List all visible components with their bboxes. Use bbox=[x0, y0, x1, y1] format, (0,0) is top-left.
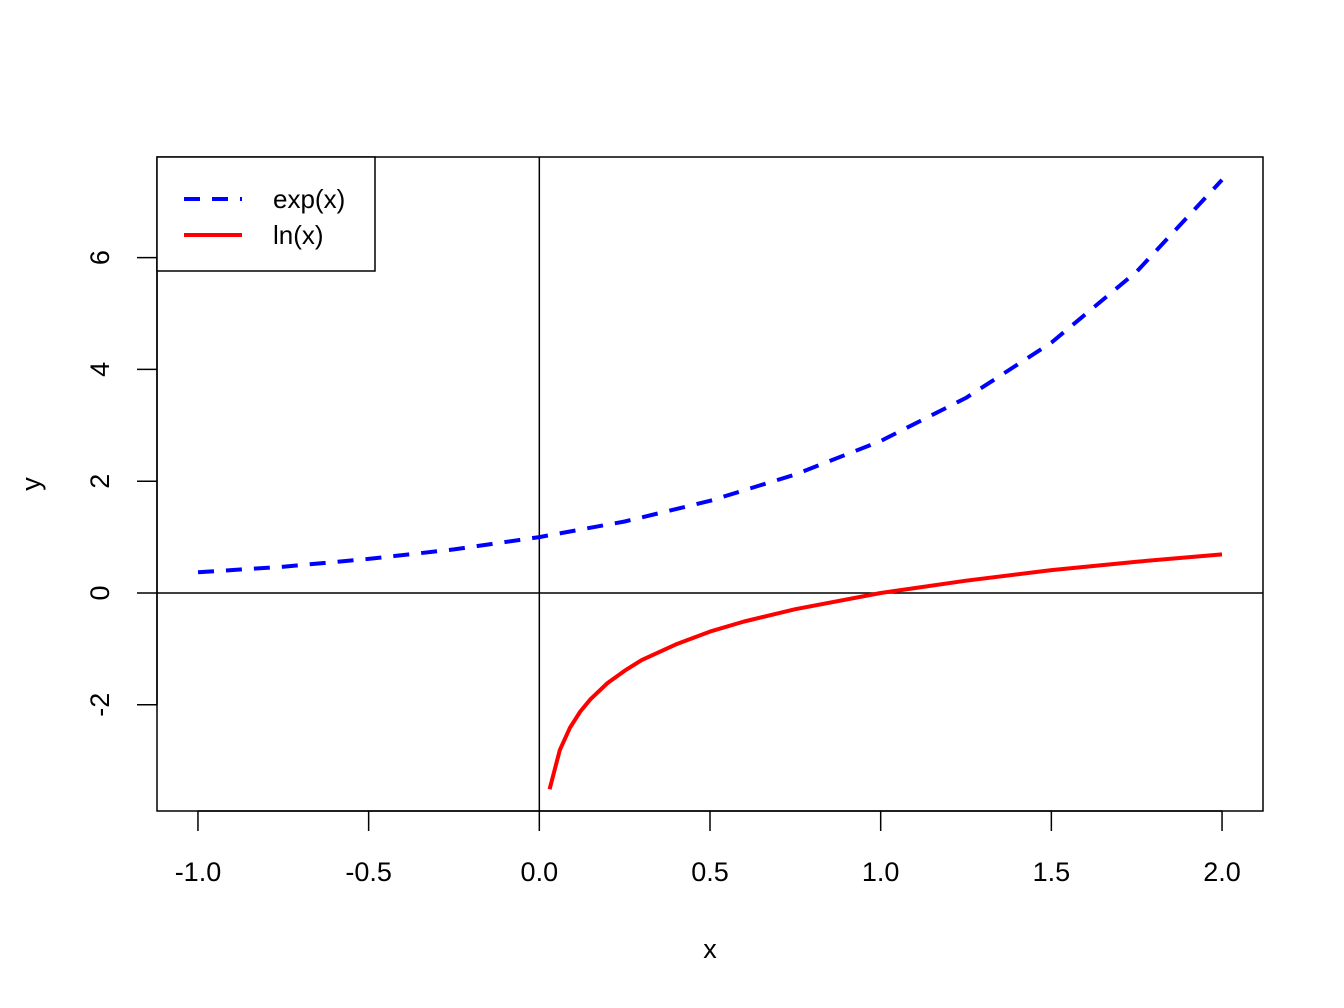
y-tick-label: 2 bbox=[85, 474, 115, 489]
x-tick-label: 0.5 bbox=[691, 857, 729, 887]
y-tick-label: 6 bbox=[85, 250, 115, 265]
legend: exp(x) ln(x) bbox=[156, 156, 376, 272]
series-line bbox=[547, 552, 1223, 790]
y-axis: -2 0 2 4 6 bbox=[85, 250, 158, 717]
series-layer bbox=[197, 178, 1224, 790]
x-axis: -1.0 -0.5 0.0 0.5 1.0 1.5 2.0 bbox=[175, 810, 1241, 887]
x-tick-label: 1.0 bbox=[862, 857, 900, 887]
y-tick-label: 0 bbox=[85, 585, 115, 600]
y-axis-label: y bbox=[16, 477, 46, 491]
x-axis-label: x bbox=[703, 934, 717, 964]
legend-label: ln(x) bbox=[273, 220, 324, 250]
x-tick-label: -0.5 bbox=[345, 857, 392, 887]
x-tick-label: -1.0 bbox=[175, 857, 222, 887]
x-tick-label: 0.0 bbox=[521, 857, 559, 887]
y-tick-label: 4 bbox=[85, 362, 115, 377]
x-tick-label: 1.5 bbox=[1033, 857, 1071, 887]
reference-lines bbox=[157, 157, 1263, 811]
x-tick-label: 2.0 bbox=[1203, 857, 1241, 887]
series-line bbox=[197, 178, 1224, 575]
legend-box bbox=[156, 156, 376, 272]
legend-label: exp(x) bbox=[273, 184, 345, 214]
y-tick-label: -2 bbox=[85, 693, 115, 717]
